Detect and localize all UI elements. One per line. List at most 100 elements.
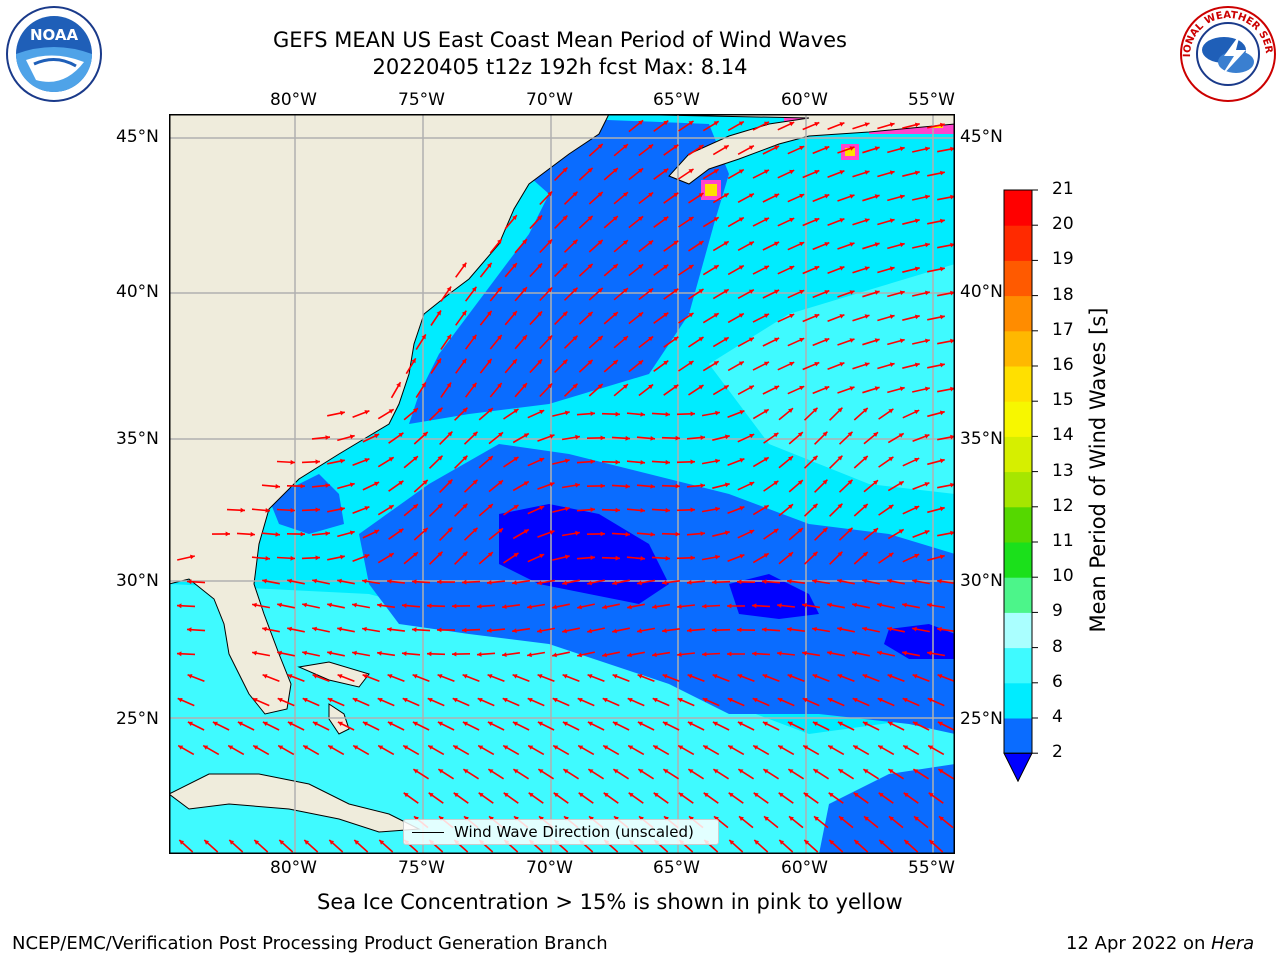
lat-label-right: 40°N — [960, 282, 1003, 302]
wave-direction-arrowhead — [739, 554, 745, 559]
wave-direction-arrowhead — [477, 652, 482, 657]
period-lt2-patch — [729, 574, 819, 619]
wave-direction-arrowhead — [437, 579, 442, 585]
wave-direction-arrowhead — [522, 287, 527, 293]
wave-direction-arrowhead — [675, 435, 680, 441]
wave-direction-arrowhead — [539, 816, 544, 821]
wave-direction-arrowhead — [640, 556, 645, 561]
wave-direction-arrowhead — [762, 627, 767, 632]
wave-direction-arrowhead — [914, 409, 920, 415]
wave-direction-arrowhead — [387, 721, 393, 727]
wave-direction-arrowhead — [240, 507, 245, 513]
wave-direction-arrowhead — [754, 840, 760, 845]
wave-direction-arrowhead — [925, 386, 930, 392]
wave-direction-arrowhead — [749, 481, 755, 487]
svg-text:NOAA: NOAA — [30, 26, 79, 44]
wave-direction-arrowhead — [853, 745, 859, 750]
wave-direction-arrowhead — [748, 145, 754, 150]
wave-direction-arrowhead — [252, 602, 257, 608]
wave-direction-arrowhead — [929, 840, 935, 845]
wave-direction-arrowhead — [713, 121, 719, 126]
wave-direction-arrowhead — [773, 480, 779, 486]
lat-label-left: 35°N — [116, 429, 159, 449]
wave-direction-arrowhead — [799, 193, 805, 199]
wave-direction-arrowhead — [597, 288, 603, 293]
wave-direction-arrowhead — [377, 603, 382, 608]
wave-direction-arrowhead — [597, 384, 603, 389]
wave-direction-arrowhead — [436, 310, 441, 316]
wave-direction-arrowhead — [453, 792, 459, 798]
wave-direction-arrowhead — [640, 412, 645, 417]
lat-label-left: 40°N — [116, 282, 159, 302]
wave-direction-arrowhead — [502, 698, 508, 703]
wave-direction-arrowhead — [228, 745, 234, 750]
wave-direction-arrowhead — [753, 745, 759, 750]
wave-direction-arrowhead — [522, 335, 527, 341]
wave-direction-arrowhead — [724, 482, 730, 488]
wave-direction-arrowhead — [752, 651, 757, 657]
lat-label-right: 35°N — [960, 429, 1003, 449]
wave-direction-arrowhead — [663, 216, 669, 222]
wave-direction-arrowhead — [763, 769, 769, 774]
wave-direction-arrowhead — [462, 721, 468, 727]
wave-direction-arrowhead — [877, 698, 883, 703]
wave-direction-arrowhead — [688, 769, 694, 774]
wave-direction-arrowhead — [402, 603, 407, 608]
wave-direction-arrowhead — [748, 385, 754, 390]
wave-direction-arrowhead — [799, 145, 805, 151]
wave-direction-arrowhead — [889, 122, 895, 127]
wave-direction-arrowhead — [847, 431, 853, 437]
wave-direction-arrowhead — [262, 721, 268, 727]
wave-direction-arrowhead — [814, 170, 820, 175]
wave-direction-arrowhead — [899, 194, 905, 200]
wave-direction-arrowhead — [914, 122, 920, 128]
wave-direction-arrowhead — [912, 626, 917, 632]
wave-direction-arrowhead — [337, 626, 342, 632]
wave-direction-arrowhead — [677, 604, 682, 609]
wave-direction-arrowhead — [340, 506, 345, 512]
wave-direction-arrowhead — [787, 579, 792, 584]
wave-direction-arrowhead — [575, 434, 580, 440]
wave-direction-arrowhead — [715, 506, 720, 512]
wave-direction-arrowhead — [537, 215, 543, 221]
wave-direction-arrowhead — [789, 361, 795, 367]
wave-direction-arrowhead — [640, 460, 645, 465]
wave-direction-arrowhead — [562, 359, 568, 365]
wave-direction-arrowhead — [403, 792, 409, 798]
wave-direction-arrowhead — [849, 290, 855, 295]
lon-label-bottom: 55°W — [908, 858, 955, 878]
wave-direction-arrowhead — [827, 698, 833, 703]
wave-direction-arrowhead — [648, 288, 654, 294]
wave-direction-arrowhead — [899, 146, 905, 152]
wave-direction-arrowhead — [472, 479, 478, 485]
wave-direction-arrowhead — [387, 674, 393, 679]
wave-direction-arrowhead — [688, 265, 694, 270]
wave-direction-arrowhead — [774, 385, 780, 391]
wave-direction-arrowhead — [623, 144, 628, 149]
wave-direction-arrowhead — [839, 362, 845, 367]
wave-direction-arrowhead — [665, 507, 670, 513]
wave-direction-arrowhead — [837, 407, 843, 413]
wave-direction-arrowhead — [763, 505, 769, 510]
wave-direction-arrowhead — [779, 840, 785, 845]
wave-direction-arrowhead — [774, 241, 780, 247]
wave-direction-arrowhead — [512, 580, 517, 585]
map-panel — [169, 114, 955, 854]
wave-direction-arrowhead — [587, 721, 593, 727]
wave-direction-arrowhead — [849, 386, 855, 391]
wave-direction-arrowhead — [625, 435, 630, 441]
wave-direction-arrowhead — [927, 602, 932, 608]
wave-direction-arrowhead — [625, 483, 630, 489]
wave-direction-arrowhead — [653, 745, 659, 750]
wave-direction-arrowhead — [737, 721, 743, 727]
wave-direction-arrowhead — [290, 459, 295, 465]
wave-direction-arrowhead — [252, 698, 258, 703]
wave-direction-arrowhead — [523, 481, 529, 486]
wave-direction-arrowhead — [788, 504, 793, 509]
wave-direction-arrowhead — [940, 170, 945, 176]
wave-direction-arrowhead — [837, 578, 842, 584]
wave-direction-arrowhead — [712, 674, 718, 679]
wave-direction-arrowhead — [572, 191, 578, 197]
wave-direction-arrowhead — [528, 792, 534, 798]
map-legend: Wind Wave Direction (unscaled) — [403, 819, 719, 845]
